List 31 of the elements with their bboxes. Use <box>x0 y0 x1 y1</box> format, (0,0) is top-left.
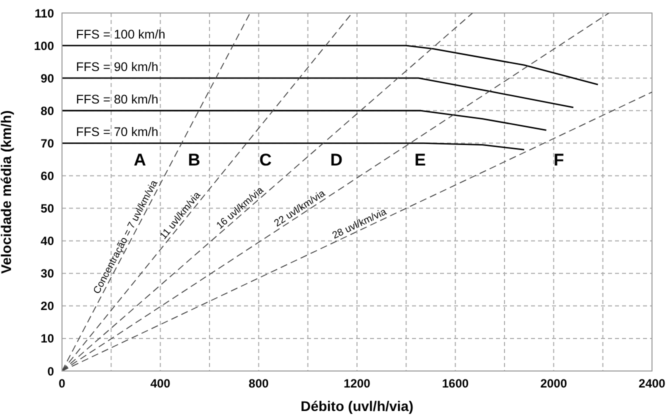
annotation: B <box>188 150 200 170</box>
series-label: FFS = 70 km/h <box>76 125 158 140</box>
annotation: E <box>414 150 426 170</box>
y-tick-label: 100 <box>34 38 54 53</box>
y-tick-label: 30 <box>40 266 54 281</box>
y-tick-label: 60 <box>40 168 54 183</box>
annotation: C <box>259 150 272 170</box>
series-label: FFS = 80 km/h <box>76 92 158 107</box>
y-tick-label: 90 <box>40 71 54 86</box>
y-tick-label: 0 <box>47 364 54 378</box>
annotation: F <box>554 150 564 170</box>
y-tick-label: 70 <box>40 136 54 150</box>
x-tick-label: 400 <box>150 376 171 391</box>
y-tick-label: 40 <box>40 234 54 248</box>
x-tick-label: 2000 <box>540 376 568 391</box>
annotation: D <box>330 150 342 170</box>
x-axis-title: Débito (uvl/h/via) <box>300 398 414 414</box>
annotation: A <box>134 150 146 170</box>
y-tick-label: 20 <box>40 299 54 314</box>
y-tick-label: 80 <box>40 104 54 118</box>
y-tick-label: 50 <box>40 202 54 216</box>
x-tick-label: 1600 <box>442 376 470 391</box>
x-tick-label: 1200 <box>344 376 371 391</box>
y-axis-title: Velocidade média (km/h) <box>0 110 14 274</box>
y-tick-label: 110 <box>34 6 54 20</box>
x-tick-label: 2400 <box>638 376 666 391</box>
x-tick-label: 0 <box>58 376 66 391</box>
series-label: FFS = 100 km/h <box>76 28 166 42</box>
series-label: FFS = 90 km/h <box>76 60 158 74</box>
x-tick-label: 800 <box>248 376 269 391</box>
y-tick-label: 10 <box>40 332 54 346</box>
